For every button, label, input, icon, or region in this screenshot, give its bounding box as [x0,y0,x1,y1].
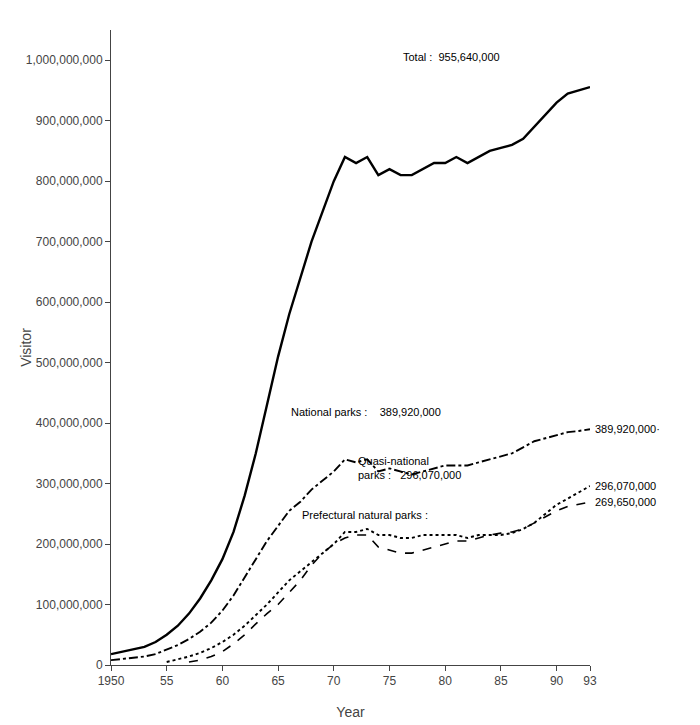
svg-text:300,000,000: 300,000,000 [36,477,103,491]
svg-text:500,000,000: 500,000,000 [36,356,103,370]
svg-text:700,000,000: 700,000,000 [36,235,103,249]
svg-text:1,000,000,000: 1,000,000,000 [26,53,103,67]
svg-text:Prefectural natural parks :: Prefectural natural parks : [302,509,428,521]
svg-text:389,920,000·: 389,920,000· [595,423,660,435]
svg-text:Quasi-nationalparks : 296,07: Quasi-nationalparks : 296,070,000 [358,455,461,481]
svg-text:1950: 1950 [98,674,125,688]
svg-text:80: 80 [439,674,453,688]
svg-text:70: 70 [327,674,341,688]
svg-text:60: 60 [216,674,230,688]
svg-text:Total : 955,640,000: Total : 955,640,000 [403,51,500,63]
svg-text:600,000,000: 600,000,000 [36,295,103,309]
svg-text:75: 75 [383,674,397,688]
svg-text:296,070,000: 296,070,000 [595,480,656,492]
svg-text:400,000,000: 400,000,000 [36,416,103,430]
svg-text:800,000,000: 800,000,000 [36,174,103,188]
svg-text:85: 85 [494,674,508,688]
svg-text:100,000,000: 100,000,000 [36,598,103,612]
svg-text:900,000,000: 900,000,000 [36,114,103,128]
svg-text:269,650,000: 269,650,000 [595,496,656,508]
svg-text:0: 0 [96,658,103,672]
svg-text:55: 55 [160,674,174,688]
svg-text:90: 90 [550,674,564,688]
svg-text:93: 93 [583,674,597,688]
svg-text:Year: Year [336,704,365,720]
svg-text:Visitor: Visitor [18,328,34,367]
svg-text:National parks : 389,920,00: National parks : 389,920,000 [291,406,441,418]
svg-text:200,000,000: 200,000,000 [36,537,103,551]
svg-text:65: 65 [271,674,285,688]
